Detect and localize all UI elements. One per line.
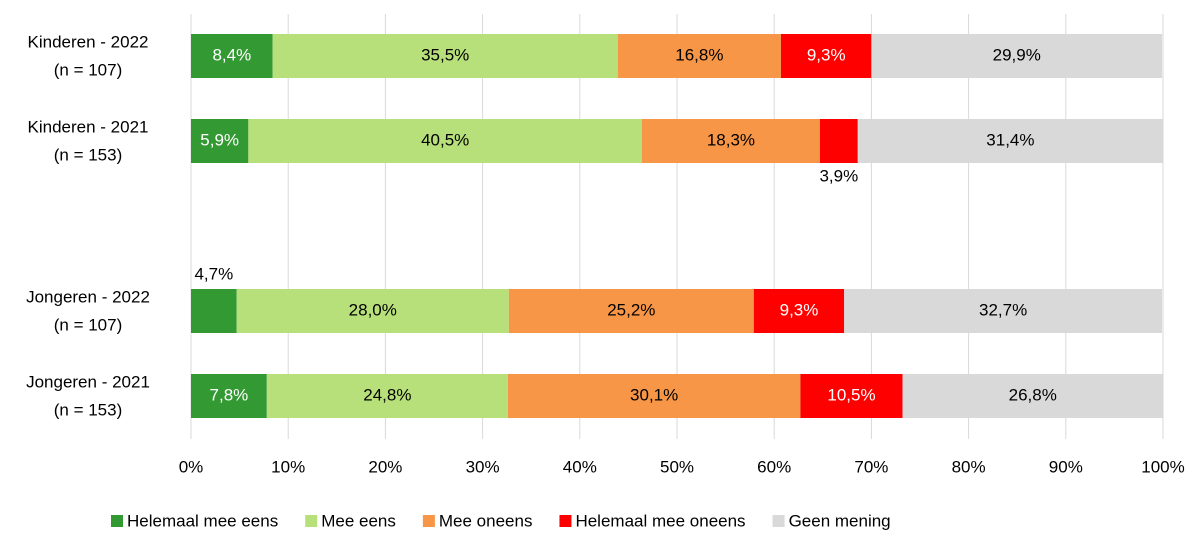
x-tick-label: 20% (368, 457, 402, 476)
bar-segment (191, 289, 237, 333)
data-label: 29,9% (993, 45, 1041, 64)
data-label: 26,8% (1009, 385, 1057, 404)
x-tick-label: 70% (854, 457, 888, 476)
bar-segment (753, 289, 845, 333)
legend-label: Mee eens (321, 511, 396, 530)
legend-swatch (559, 515, 572, 527)
y-tick-label: Jongeren - 2021 (26, 372, 150, 391)
legend-swatch (305, 515, 318, 527)
bar-segment (508, 289, 754, 333)
y-tick-label: (n = 153) (54, 145, 123, 164)
data-label: 32,7% (979, 300, 1027, 319)
legend-swatch (772, 515, 785, 527)
y-tick-label: Kinderen - 2021 (28, 117, 149, 136)
bar-segment (272, 34, 618, 78)
bar-segment (871, 34, 1163, 78)
data-label: 4,7% (194, 264, 233, 283)
bar-segment (781, 34, 872, 78)
data-label: 9,3% (780, 300, 819, 319)
data-label: 24,8% (363, 385, 411, 404)
legend-label: Mee oneens (439, 511, 533, 530)
bar-segment (857, 119, 1163, 163)
legend-swatch (111, 515, 123, 527)
legend-label: Geen mening (789, 511, 891, 530)
bar-segment (819, 119, 858, 163)
bar-segment (800, 374, 903, 418)
data-label: 16,8% (675, 45, 723, 64)
data-label: 30,1% (630, 385, 678, 404)
data-label: 8,4% (212, 45, 251, 64)
x-tick-label: 0% (179, 457, 204, 476)
data-label: 25,2% (607, 300, 655, 319)
bar-segment (248, 119, 643, 163)
y-tick-label: (n = 153) (54, 400, 123, 419)
x-tick-label: 60% (757, 457, 791, 476)
x-tick-label: 100% (1141, 457, 1184, 476)
data-label: 28,0% (349, 300, 397, 319)
y-tick-label: (n = 107) (54, 60, 123, 79)
data-label: 3,9% (819, 166, 858, 185)
bar-segment (191, 374, 267, 418)
bar-segment (507, 374, 801, 418)
y-tick-label: (n = 107) (54, 315, 123, 334)
data-label: 18,3% (707, 130, 755, 149)
data-label: 40,5% (421, 130, 469, 149)
data-label: 5,9% (200, 130, 239, 149)
data-label: 35,5% (421, 45, 469, 64)
data-label: 9,3% (807, 45, 846, 64)
x-tick-label: 50% (660, 457, 694, 476)
bar-segment (191, 34, 273, 78)
y-tick-label: Kinderen - 2022 (28, 32, 149, 51)
x-tick-label: 30% (466, 457, 500, 476)
legend-swatch (422, 515, 435, 527)
y-tick-label: Jongeren - 2022 (26, 287, 150, 306)
bar-segment (266, 374, 508, 418)
legend-label: Helemaal mee eens (127, 511, 278, 530)
legend-label: Helemaal mee oneens (575, 511, 745, 530)
x-tick-label: 40% (563, 457, 597, 476)
bar-segment (236, 289, 509, 333)
bar-segment (617, 34, 782, 78)
x-tick-label: 80% (952, 457, 986, 476)
data-label: 31,4% (986, 130, 1034, 149)
data-label: 7,8% (210, 385, 249, 404)
bar-segment (902, 374, 1163, 418)
data-label: 10,5% (827, 385, 875, 404)
bar-segment (191, 119, 249, 163)
bar-segment (844, 289, 1163, 333)
bar-segment (642, 119, 820, 163)
x-tick-label: 10% (271, 457, 305, 476)
x-tick-label: 90% (1049, 457, 1083, 476)
